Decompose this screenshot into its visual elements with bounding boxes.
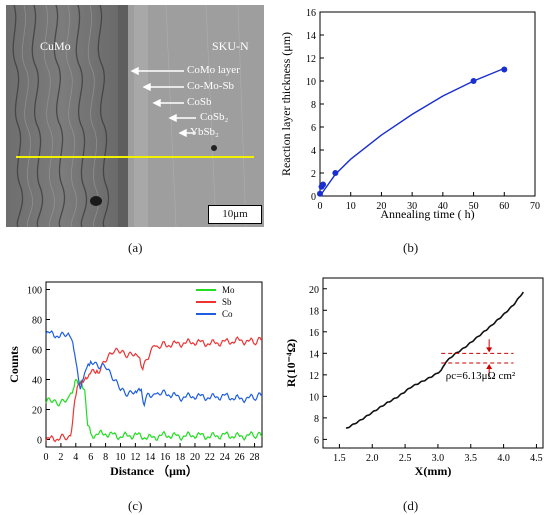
contact-resistivity-annotation: ρc=6.13μΩ cm² [446, 370, 516, 382]
x-tick-label: 4 [73, 452, 78, 463]
sem-texture [6, 5, 264, 227]
y-axis-label: R(10⁻⁴Ω) [284, 339, 298, 387]
series-line [45, 378, 263, 442]
panel-c-label: (c) [128, 498, 143, 513]
layer-label: CoSb₂ [200, 111, 229, 123]
resistance-line [345, 291, 524, 429]
x-tick-label: 24 [220, 452, 230, 463]
scale-bar: 10μm [208, 205, 262, 224]
x-tick-label: 50 [469, 201, 479, 212]
y-tick-label: 16 [309, 328, 319, 339]
y-tick-label: 20 [309, 285, 319, 296]
y-tick-label: 40 [32, 376, 42, 387]
y-tick-label: 80 [32, 316, 42, 327]
chart-resistance: 1.5 2.0 2.5 3.0 3.5 4.0 4.5 6 8 10 12 14 16 18 20 X(mm)… [284, 277, 544, 478]
x-tick-label: 14 [145, 452, 155, 463]
y-tick-label: 10 [309, 392, 319, 403]
x-tick-label: 2.0 [366, 453, 379, 464]
x-tick-label: 40 [438, 201, 448, 212]
y-tick-label: 10 [306, 77, 316, 88]
x-tick-label: 3.5 [465, 453, 478, 464]
y-tick-label: 8 [311, 100, 316, 111]
x-axis-label: X(mm) [415, 464, 452, 478]
layer-label: YbSb₂ [190, 126, 219, 138]
x-tick-label: 2 [58, 452, 63, 463]
x-tick-label: 12 [130, 452, 140, 463]
right-material-label: SKU-N [212, 39, 249, 53]
x-tick-label: 10 [346, 201, 356, 212]
y-tick-label: 4 [311, 146, 316, 157]
y-tick-label: 14 [309, 349, 319, 360]
chart-thickness: 0 10 20 30 40 50 60 70 0 2 4 6 8 10 12 14 16 Annealing ti… [279, 8, 540, 221]
panel-b-label: (b) [403, 240, 419, 255]
y-axis-label: Reaction layer thickness (μm) [279, 32, 293, 176]
plot-frame [45, 281, 263, 448]
x-tick-label: 20 [190, 452, 200, 463]
y-tick-label: 6 [314, 435, 319, 446]
panel-a-label: (a) [128, 240, 143, 255]
legend-label: Co [222, 309, 233, 319]
y-tick-label: 100 [27, 286, 42, 297]
x-tick-label: 20 [376, 201, 386, 212]
data-point [332, 170, 339, 176]
y-tick-label: 2 [311, 169, 316, 180]
series-line [45, 330, 263, 408]
layer-label: CoMo layer [187, 64, 240, 76]
layer-label: CoSb [187, 96, 212, 108]
y-tick-label: 20 [32, 406, 42, 417]
panel-d-label: (d) [403, 498, 419, 513]
plot-frame [322, 277, 544, 449]
x-tick-label: 22 [205, 452, 215, 463]
x-tick-label: 1.5 [333, 453, 346, 464]
x-tick-label: 28 [250, 452, 260, 463]
data-point [317, 190, 323, 197]
y-tick-label: 12 [306, 54, 316, 65]
legend-label: Sb [222, 297, 232, 307]
left-material-label: CuMo [40, 39, 71, 53]
fit-curve [319, 67, 505, 197]
x-tick-label: 60 [499, 201, 509, 212]
x-tick-label: 10 [115, 452, 125, 463]
data-point [320, 181, 327, 188]
data-point [501, 66, 508, 73]
plot-frame [319, 11, 536, 197]
x-tick-label: 0 [318, 201, 323, 212]
y-tick-label: 0 [311, 192, 316, 203]
x-tick-label: 4.5 [530, 453, 543, 464]
legend-label: Mo [222, 285, 235, 295]
x-tick-label: 4.0 [497, 453, 510, 464]
y-tick-label: 60 [32, 346, 42, 357]
step-arrowhead-down [486, 347, 493, 353]
y-tick-label: 16 [306, 8, 316, 19]
x-tick-label: 0 [44, 452, 49, 463]
y-tick-label: 0 [37, 436, 42, 447]
x-tick-label: 6 [88, 452, 93, 463]
x-tick-label: 18 [175, 452, 185, 463]
x-axis-label: Annealing time ( h) [380, 207, 474, 221]
x-tick-label: 30 [407, 201, 417, 212]
data-point [470, 78, 477, 84]
layer-label: Co-Mo-Sb [187, 80, 235, 92]
series-line [45, 336, 263, 443]
x-tick-label: 70 [530, 201, 540, 212]
x-tick-label: 2.5 [399, 453, 412, 464]
x-tick-label: 8 [103, 452, 108, 463]
y-tick-label: 12 [309, 371, 319, 382]
layer-arrows [130, 66, 196, 138]
sem-micrograph: CuMo SKU-N CoMo layer Co-Mo-Sb CoSb CoSb… [6, 5, 264, 227]
x-tick-label: 16 [160, 452, 170, 463]
y-tick-label: 6 [311, 123, 316, 134]
y-tick-label: 8 [314, 414, 319, 425]
x-tick-label: 3.0 [432, 453, 445, 464]
step-arrowhead-up [486, 364, 493, 369]
x-axis-label: Distance （μm） [110, 463, 198, 478]
chart-linescan: 0 2 4 6 8 10 12 14 16 18 20 22 24 26 28020406080100Dis… [7, 281, 263, 478]
y-tick-label: 14 [306, 31, 316, 42]
x-tick-label: 26 [235, 452, 245, 463]
y-tick-label: 18 [309, 306, 319, 317]
y-axis-label: Counts [7, 346, 21, 383]
